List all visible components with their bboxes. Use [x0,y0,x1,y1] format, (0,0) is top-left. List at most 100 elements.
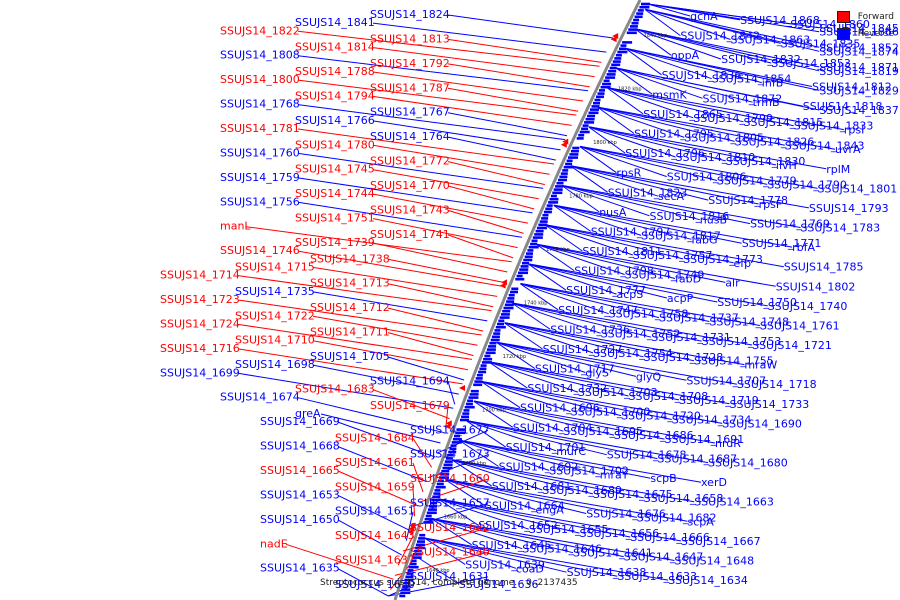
label-connector [237,299,482,336]
gene-label: SSUJS14_1747 [558,304,638,317]
gene-label: SSUJS14_1659 [335,480,415,493]
gene-label: engA [536,504,565,517]
label-connector [372,47,595,78]
gene-label: SSUJS14_1639 [465,558,545,571]
gene-label: SSUJS14_1712 [310,301,390,314]
reverse-gene-mark [584,121,595,124]
label-connector [412,462,424,493]
label-connector [553,204,591,232]
gene-label: coaD [516,562,544,575]
gene-label: xerD [701,476,727,489]
forward-swatch [836,10,850,23]
label-connector [312,340,469,371]
label-connector [597,107,635,134]
label-connector [473,400,665,440]
label-connector [520,283,609,315]
label-connector [597,106,685,138]
label-connector [447,161,546,186]
gene-label: SSUJS14_1648 [674,555,754,568]
label-connector [481,381,622,417]
gene-label: SSUJS14_1872 [703,92,783,105]
label-connector [481,381,521,409]
reverse-gene-mark [481,361,492,364]
reverse-gene-mark [401,588,411,591]
gene-label: SSUJS14_1756 [220,195,300,208]
reverse-gene-mark [608,69,617,73]
label-connector [412,487,416,517]
reverse-gene-mark [415,543,425,547]
label-connector [528,263,617,295]
gene-label: nrdR [715,437,741,450]
gene-label: SSUJS14_1795 [634,128,714,141]
label-connector [512,302,753,346]
gene-label: mraY [600,468,629,481]
reverse-gene-mark [522,261,529,265]
gene-label: murC [556,445,586,458]
gene-label: rplM [826,163,850,176]
reverse-gene-mark [596,95,604,99]
label-connector [337,470,419,507]
reverse-gene-mark [611,63,621,67]
tick-label: 1680 kbp [463,461,487,467]
label-connector [337,494,411,531]
label-connector [570,165,608,193]
tick-label: 1700 kbp [482,408,506,414]
reverse-gene-mark [515,277,525,281]
label-connector [545,224,784,268]
reverse-gene-mark [456,428,466,431]
label-connector [447,234,514,259]
forward-gene-mark [444,423,451,430]
gene-label: SSUJS14_1676 [586,508,666,521]
reverse-gene-mark [559,175,568,179]
reverse-gene-mark [443,463,453,467]
reverse-gene-mark [469,393,479,396]
gene-label: SSUJS14_1843 [785,139,865,152]
gene-label: acpP [667,292,694,305]
gene-label: SSUJS14_1790 [767,178,847,191]
reverse-gene-mark [426,511,437,515]
label-connector [297,152,544,189]
label-connector [452,459,492,487]
gene-label: SSUJS14_1735 [235,285,315,298]
label-connector [488,361,579,393]
gene-label: SSUJS14_1740 [768,300,848,313]
reverse-gene-mark [569,153,579,156]
gene-label: nusB [700,214,727,227]
gene-label: SSUJS14_1797 [591,225,671,238]
label-connector [452,459,644,499]
label-connector [579,146,667,178]
gene-label: SSUJS14_1749 [625,269,705,282]
reverse-gene-mark [566,159,573,163]
reverse-gene-mark [602,82,612,86]
gene-label: SSUJS14_1682 [637,511,717,524]
gene-label: SSUJS14_1653 [260,488,340,501]
label-connector [473,400,564,432]
reverse-gene-mark [600,85,611,89]
label-connector [337,421,436,458]
reverse-gene-mark [439,476,449,479]
reverse-gene-mark [527,249,534,252]
gene-label: SSUJS14_1801 [818,182,898,195]
reverse-gene-mark [490,338,500,342]
reverse-gene-mark [489,341,497,345]
gene-label: SSUJS14_1643 [335,529,415,542]
label-connector [496,342,536,370]
gene-label: SSUJS14_1698 [235,358,315,371]
label-connector [496,342,586,373]
label-connector [372,120,561,151]
label-connector [616,67,653,95]
label-connector [447,185,535,210]
gene-label: SSUJS14_1666 [630,531,710,544]
gene-label: SSUJS14_1802 [776,280,856,293]
reverse-gene-mark [581,127,589,131]
label-connector [431,518,472,546]
label-connector [504,322,594,354]
reverse-gene-mark [500,313,510,316]
gene-label: fabD [675,273,701,286]
label-connector [447,63,590,88]
label-connector [588,126,776,166]
gene-label: SSUJS14_1657 [410,497,490,510]
label-connector [447,14,614,39]
reverse-gene-mark [634,15,643,19]
label-connector [616,67,820,111]
